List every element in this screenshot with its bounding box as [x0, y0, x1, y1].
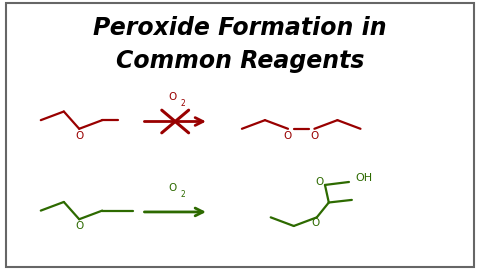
Text: O: O	[75, 130, 84, 141]
Text: O: O	[312, 218, 320, 228]
Text: 2: 2	[180, 99, 185, 109]
Text: O: O	[284, 130, 292, 141]
Text: O: O	[168, 183, 177, 193]
Text: O: O	[75, 221, 84, 231]
Text: OH: OH	[355, 173, 372, 183]
Text: O: O	[168, 92, 177, 102]
Text: Peroxide Formation in: Peroxide Formation in	[93, 16, 387, 40]
Text: Common Reagents: Common Reagents	[116, 49, 364, 73]
Text: O: O	[315, 177, 324, 187]
Text: 2: 2	[180, 190, 185, 199]
Text: O: O	[310, 130, 319, 141]
